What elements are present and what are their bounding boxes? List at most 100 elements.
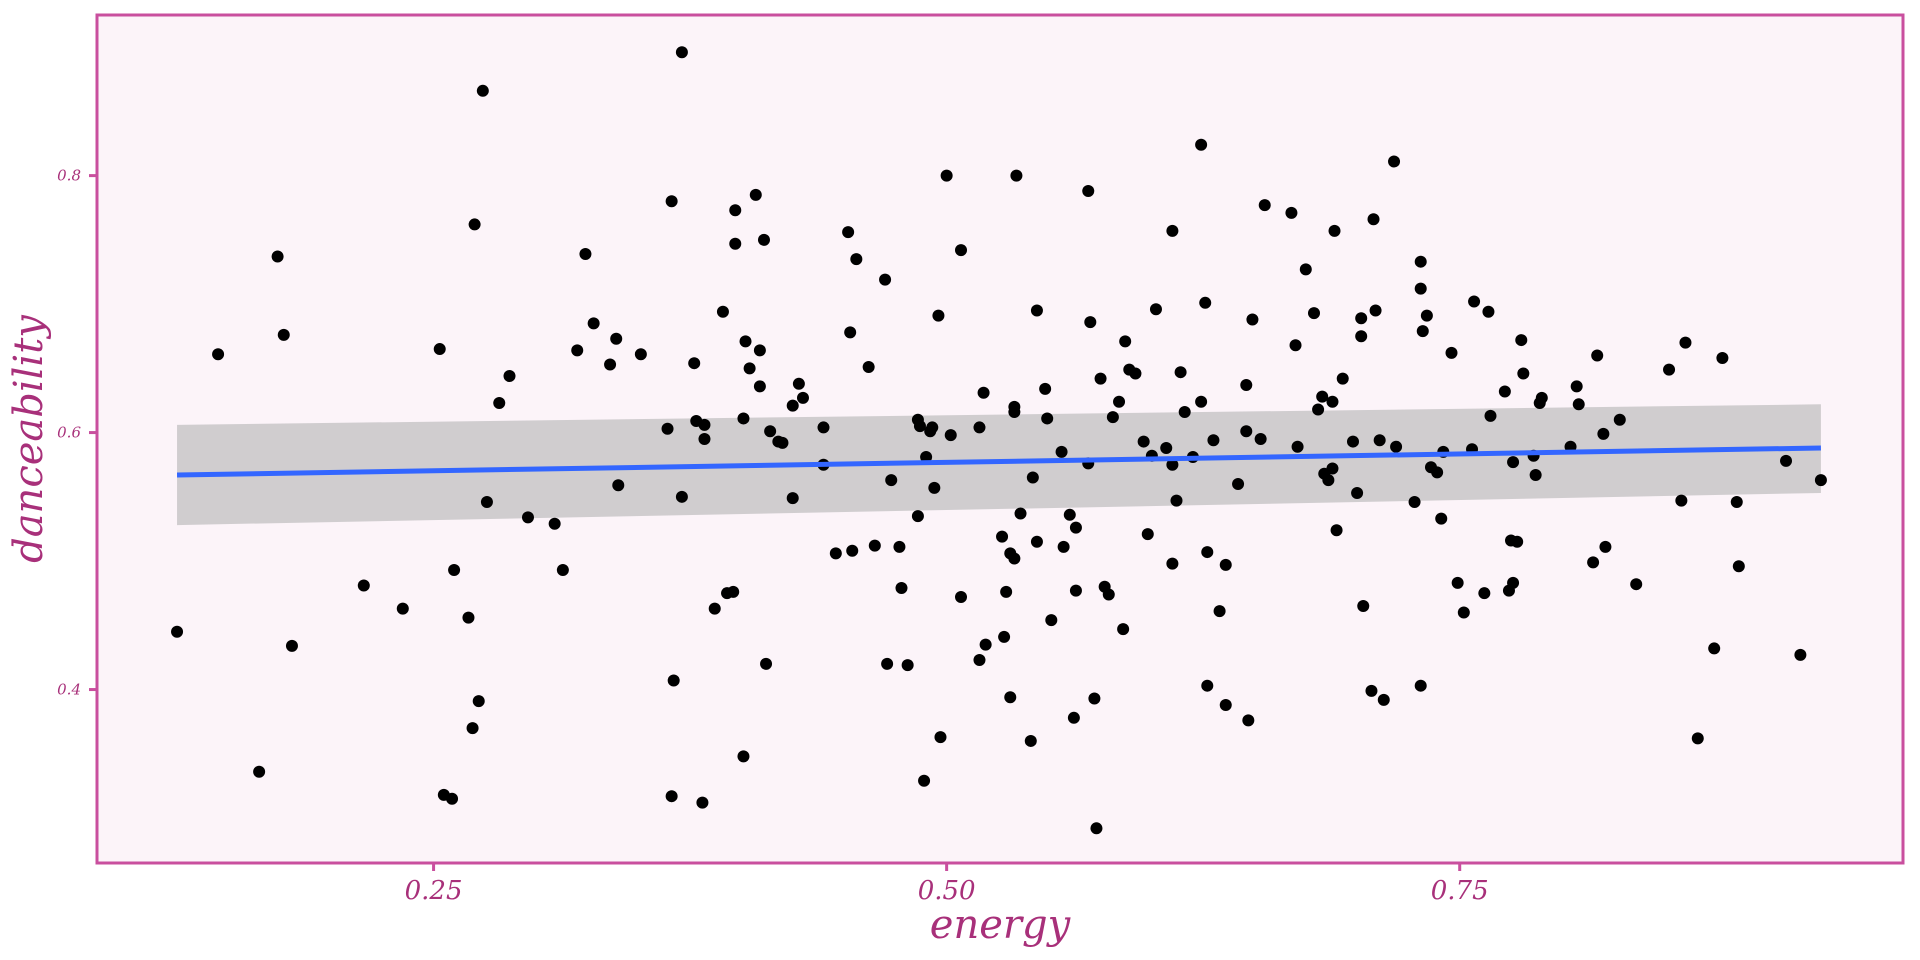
data-point (357, 579, 370, 592)
data-point (1408, 495, 1421, 508)
data-point (448, 564, 461, 577)
data-point (1201, 546, 1214, 559)
data-point (1587, 556, 1600, 569)
data-point (556, 564, 569, 577)
data-point (675, 490, 688, 503)
data-point (1468, 295, 1481, 308)
data-point (171, 625, 184, 638)
data-point (1254, 433, 1267, 445)
data-point (468, 218, 481, 231)
data-point (1451, 576, 1464, 589)
confidence-ribbon-layer (177, 404, 1821, 526)
data-point (277, 328, 290, 341)
data-point (1137, 435, 1150, 448)
data-point (548, 517, 561, 530)
data-point (1166, 224, 1179, 237)
data-point (1195, 395, 1208, 408)
data-point (466, 722, 479, 735)
data-point (698, 433, 711, 445)
data-point (1004, 691, 1017, 704)
data-point (1149, 303, 1162, 316)
data-point (1630, 578, 1643, 591)
data-point (1365, 684, 1378, 697)
data-point (1507, 576, 1520, 589)
data-point (661, 422, 674, 435)
data-point (1160, 441, 1173, 454)
data-point (480, 495, 493, 508)
data-point (1369, 304, 1382, 317)
data-point (1529, 468, 1542, 481)
data-point (1312, 403, 1325, 416)
data-point (1141, 528, 1154, 541)
data-point (1129, 367, 1142, 380)
data-point (1219, 558, 1232, 571)
data-point (1572, 398, 1585, 411)
data-point (1201, 679, 1214, 692)
data-point (1026, 471, 1039, 484)
data-point (885, 474, 898, 487)
data-point (1414, 255, 1427, 268)
data-point (879, 273, 892, 286)
data-point (996, 530, 1009, 543)
data-point (1063, 508, 1076, 521)
data-point (604, 358, 617, 371)
data-point (1322, 474, 1335, 487)
data-point (503, 370, 516, 383)
data-point (817, 421, 830, 434)
data-point (667, 674, 680, 687)
data-point (1355, 330, 1368, 343)
data-point (1377, 693, 1390, 706)
data-point (1613, 413, 1626, 426)
data-point (868, 539, 881, 552)
data-point (1030, 304, 1043, 317)
data-point (1307, 307, 1320, 320)
data-point (493, 397, 506, 410)
data-point (796, 391, 809, 404)
data-point (973, 653, 986, 666)
data-point (1814, 474, 1827, 487)
data-point (716, 305, 729, 318)
data-point (1420, 309, 1433, 322)
data-point (844, 326, 857, 339)
data-point (1030, 535, 1043, 548)
data-point (1663, 363, 1676, 376)
data-point (433, 343, 446, 356)
data-point (862, 361, 875, 374)
data-point (1174, 366, 1187, 379)
data-point (1316, 390, 1329, 403)
data-point (1716, 352, 1729, 365)
data-point (253, 765, 266, 778)
data-point (1014, 507, 1027, 520)
data-point (776, 436, 789, 449)
data-point (1170, 494, 1183, 507)
data-point (1498, 385, 1511, 398)
data-point (1166, 557, 1179, 570)
data-point (1780, 454, 1793, 467)
data-point (1232, 477, 1245, 490)
data-point (1482, 305, 1495, 318)
data-point (893, 540, 906, 553)
data-point (1242, 714, 1255, 727)
data-point (920, 450, 933, 463)
data-point (1414, 679, 1427, 692)
data-point (1457, 606, 1470, 619)
data-point (1039, 382, 1052, 395)
data-point (1119, 335, 1132, 348)
data-point (1478, 587, 1491, 600)
data-point (955, 244, 968, 257)
y-tick-label: 0.8 (57, 167, 81, 185)
data-point (792, 377, 805, 390)
data-point (521, 511, 534, 524)
data-point (1213, 605, 1226, 618)
data-point (1258, 199, 1271, 212)
data-point (462, 611, 475, 624)
data-point (1484, 409, 1497, 422)
data-point (1351, 486, 1364, 499)
data-point (1388, 155, 1401, 168)
fit-line (176, 445, 1821, 478)
data-point (911, 510, 924, 523)
data-point (1299, 263, 1312, 276)
data-point (1445, 346, 1458, 359)
data-point (634, 348, 647, 361)
